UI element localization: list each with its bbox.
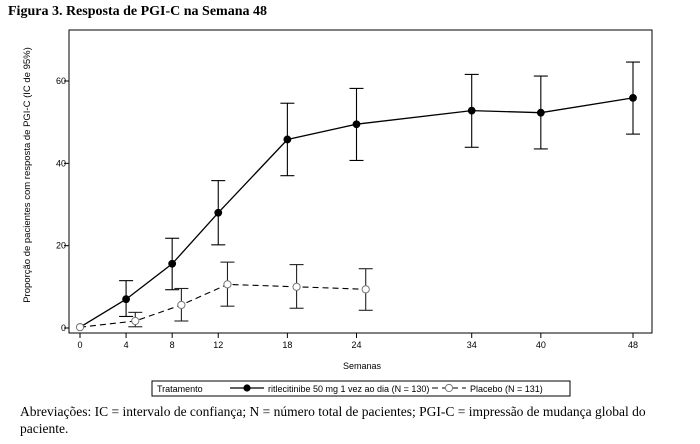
series-1-point-1 <box>122 295 130 304</box>
y-tick-label-2: 40 <box>56 158 66 168</box>
series-2-point-1 <box>131 316 140 326</box>
plot-frame <box>68 29 653 334</box>
series-1-point-8 <box>629 93 637 102</box>
x-tick-label-5: 24 <box>351 340 361 350</box>
x-tick-label-3: 12 <box>213 340 223 350</box>
legend-title: Tratamento <box>157 384 203 394</box>
x-tick-label-7: 40 <box>536 340 546 350</box>
series-layer <box>75 61 640 332</box>
legend-marker-series-1 <box>243 384 251 392</box>
series-2-point-0 <box>75 323 85 332</box>
series-2-point-3 <box>223 280 232 289</box>
x-tick-label-6: 34 <box>467 340 477 350</box>
abbreviations-note: Abreviações: IC = intervalo de confiança… <box>20 404 646 436</box>
series-1-point-5 <box>352 120 361 129</box>
y-axis-label: Proporção de pacientes com resposta de P… <box>22 47 33 303</box>
series-2 <box>75 261 373 332</box>
series-1-point-6 <box>467 106 476 115</box>
x-tick-label-1: 4 <box>124 340 129 350</box>
series-1-point-3 <box>214 208 223 217</box>
y-tick-label-3: 60 <box>56 76 66 86</box>
x-axis-label: Semanas <box>343 361 382 371</box>
x-tick-label-2: 8 <box>170 340 175 350</box>
legend-label-series-1: ritlecitinibe 50 mg 1 vez ao dia (N = 13… <box>268 384 429 394</box>
x-tick-label-8: 48 <box>628 340 638 350</box>
series-2-point-2 <box>177 300 186 310</box>
figure-title: Figura 3. Resposta de PGI-C na Semana 48 <box>8 4 268 19</box>
legend-marker-series-2 <box>444 383 454 393</box>
x-tick-label-4: 18 <box>282 340 292 350</box>
series-2-line <box>79 283 366 328</box>
series-2-point-5 <box>361 285 370 294</box>
y-tick-label-1: 20 <box>56 241 66 251</box>
y-tick-label-0: 0 <box>61 323 66 333</box>
series-1-point-4 <box>283 135 292 144</box>
series-1-point-2 <box>168 259 177 268</box>
x-tick-label-0: 0 <box>77 340 82 350</box>
series-1 <box>76 61 640 332</box>
legend-label-series-2: Placebo (N = 131) <box>470 384 543 394</box>
legend-box <box>151 380 571 397</box>
legend: Tratamento ritlecitinibe 50 mg 1 vez ao … <box>151 380 571 397</box>
series-2-point-4 <box>292 282 301 291</box>
series-1-point-7 <box>536 108 545 117</box>
